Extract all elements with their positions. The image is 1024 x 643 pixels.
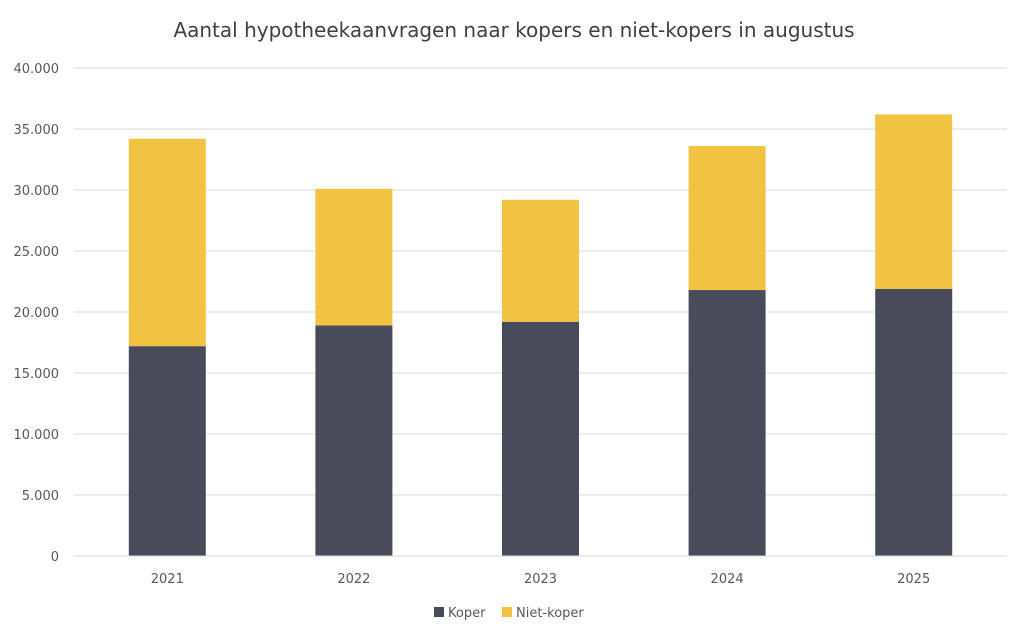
- bar-niet-koper-2025: [875, 114, 953, 289]
- bars: [128, 114, 953, 556]
- legend: Koper Niet-koper: [434, 606, 584, 621]
- y-tick-label: 15.000: [14, 367, 60, 382]
- bar-koper-2025: [875, 288, 953, 556]
- legend-swatch: [502, 607, 512, 617]
- y-tick-label: 30.000: [14, 184, 60, 199]
- bar-niet-koper-2021: [128, 138, 206, 347]
- bar-koper-2022: [315, 325, 393, 556]
- bar-niet-koper-2023: [502, 199, 579, 322]
- y-tick-label: 25.000: [14, 245, 60, 260]
- bar-koper-2021: [128, 346, 206, 556]
- chart-title: Aantal hypotheekaanvragen naar kopers en…: [173, 18, 854, 42]
- bar-koper-2024: [688, 290, 766, 556]
- y-axis-tick-labels: 0 5.000 10.000 15.000 20.000 25.000 30.000 35.0…: [14, 62, 60, 565]
- y-tick-label: 20.000: [14, 306, 60, 321]
- x-tick-label: 2021: [151, 572, 184, 587]
- y-tick-label: 40.000: [14, 62, 60, 77]
- legend-label: Koper: [448, 606, 486, 621]
- x-axis-tick-labels: 2021 2022 2023 2024 2025: [151, 572, 930, 587]
- x-tick-label: 2025: [897, 572, 930, 587]
- bar-niet-koper-2024: [688, 146, 766, 291]
- x-tick-label: 2024: [711, 572, 744, 587]
- bar-niet-koper-2022: [315, 188, 393, 326]
- y-tick-label: 0: [51, 550, 59, 565]
- y-tick-label: 35.000: [14, 123, 60, 138]
- y-tick-label: 10.000: [14, 428, 60, 443]
- y-tick-label: 5.000: [22, 489, 59, 504]
- legend-label: Niet-koper: [516, 606, 584, 621]
- legend-swatch: [434, 607, 444, 617]
- x-tick-label: 2022: [337, 572, 370, 587]
- x-tick-label: 2023: [524, 572, 557, 587]
- bar-koper-2023: [502, 321, 579, 556]
